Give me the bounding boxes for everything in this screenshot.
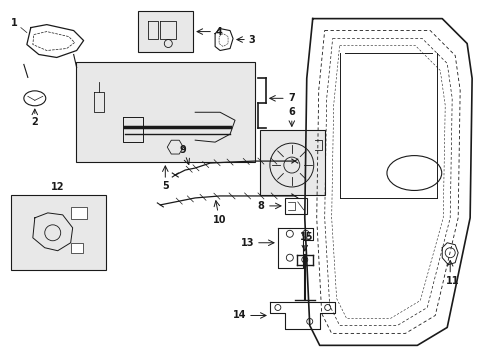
- Bar: [76, 62, 254, 162]
- Bar: [71, 207, 86, 219]
- Text: 12: 12: [51, 182, 64, 192]
- Text: 11: 11: [445, 276, 458, 285]
- Bar: [285, 198, 306, 214]
- Text: 5: 5: [162, 181, 168, 191]
- Text: 7: 7: [288, 93, 295, 103]
- Text: 14: 14: [233, 310, 246, 320]
- Bar: [71, 243, 82, 253]
- Text: 2: 2: [31, 117, 38, 127]
- Text: 9: 9: [180, 145, 186, 155]
- Text: 4: 4: [215, 27, 222, 37]
- Bar: [11, 195, 105, 270]
- Bar: [260, 130, 324, 195]
- Text: 15: 15: [300, 232, 313, 242]
- Text: 1: 1: [11, 18, 17, 28]
- Text: 8: 8: [257, 201, 264, 211]
- Text: 6: 6: [288, 107, 295, 117]
- Text: 10: 10: [213, 215, 226, 225]
- Text: 13: 13: [241, 238, 254, 248]
- Bar: [138, 11, 193, 53]
- Text: 3: 3: [248, 35, 255, 45]
